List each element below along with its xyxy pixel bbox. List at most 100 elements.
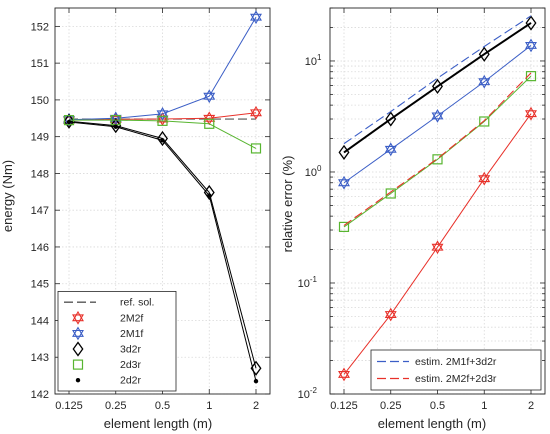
left-xtick-label: 0.25	[105, 400, 126, 412]
left-ytick-label: 152	[31, 21, 49, 33]
left-series-3-point-0	[63, 113, 75, 129]
left-legend-label-2: 2M1f	[120, 328, 143, 340]
left-legend-marker-2-down	[72, 329, 84, 341]
left-legend-marker-1-up	[72, 310, 84, 322]
right-series-1-point-3-up	[478, 74, 491, 86]
right-series-3-point-0	[338, 221, 350, 233]
right-series-0-point-1-down	[384, 311, 397, 322]
left-series-5-point-0	[66, 119, 72, 125]
left-legend-item-4: 2d3r	[72, 359, 142, 371]
left-series-3-point-1	[110, 118, 122, 134]
right-series-1-point-2-up	[431, 108, 444, 120]
right-legend-box	[370, 349, 542, 391]
right-xtick-label: 1	[481, 400, 487, 412]
right-xlabel: element length (m)	[378, 416, 486, 431]
right-legend: estim. 2M1f+3d2r estim. 2M2f+2d3r	[370, 349, 542, 391]
right-ytick-label: 101	[305, 53, 322, 68]
left-ylabel: energy (Nm)	[0, 160, 15, 232]
right-ytick-label: 10-1	[298, 275, 318, 290]
right-series-3-point-1	[385, 188, 396, 199]
left-legend-label-3: 3d2r	[120, 344, 142, 356]
right-legend-label-0: estim. 2M1f+3d2r	[415, 356, 497, 368]
left-series-4-point-4	[250, 143, 262, 154]
left-legend-marker-1	[72, 310, 84, 325]
left-legend-label-1: 2M2f	[120, 312, 143, 324]
right-series-0-point-2	[431, 240, 444, 255]
left-ytick-label: 148	[31, 168, 49, 180]
left-series-4-point-3	[204, 118, 215, 129]
left-legend-marker-2-up	[72, 326, 84, 337]
right-series-2-point-3	[478, 46, 490, 62]
right-axes-box	[329, 7, 546, 395]
left-legend-item-0: ref. sol.	[64, 297, 154, 309]
left-ytick-label: 151	[31, 58, 49, 70]
left-series-1-point-2-up	[156, 112, 169, 123]
left-legend-item-5: 2d2r	[75, 375, 142, 387]
left-series-line-4	[69, 119, 257, 149]
right-series-line-3	[343, 75, 532, 228]
right-series-0-point-3-up	[478, 171, 491, 183]
right-series-2-point-4	[525, 15, 537, 31]
left-series-4-point-0	[63, 115, 75, 126]
left-legend-item-1: 2M2f	[72, 310, 143, 325]
left-xtick-label: 0.5	[155, 400, 170, 412]
left-series-1-point-4	[250, 105, 262, 120]
left-legend-marker-4	[72, 359, 84, 370]
right-grid	[330, 7, 545, 395]
left-series-1-point-4-down	[250, 109, 262, 120]
left-series-3-point-3	[203, 184, 215, 201]
right-series-1-point-3-down	[478, 78, 491, 89]
right-series-0-point-4-up	[525, 106, 537, 118]
right-series-1-point-0-down	[338, 179, 350, 190]
left-series-1-point-4-up	[250, 105, 262, 117]
right-series-2-point-2	[432, 78, 443, 95]
right-series-0-point-2-up	[431, 240, 444, 251]
right-series-1-point-4-down	[525, 41, 537, 53]
left-series-5-point-2	[160, 138, 165, 143]
right-ylabel: relative error (%)	[280, 156, 295, 253]
left-legend: ref. sol. 2M2f 2M1f 3d2r 2d3r 2d2r	[57, 290, 177, 392]
left-series-5-point-4	[253, 378, 259, 384]
right-ytick-label: 10-2	[298, 386, 318, 401]
left-xtick-label: 1	[206, 400, 212, 412]
right-series-1-point-2-down	[431, 112, 444, 123]
right-series-3-point-4	[525, 71, 537, 82]
left-series-2-point-4-down	[250, 13, 262, 25]
left-series-5	[66, 119, 259, 384]
right-series-0	[338, 106, 537, 382]
right-series-0-point-0-up	[338, 367, 350, 378]
left-series-3-point-2	[157, 130, 168, 147]
right-series-1-point-4-up	[525, 38, 537, 49]
left-series-5-point-1	[113, 124, 118, 129]
right-series-0-point-0	[338, 367, 350, 382]
right-legend-label-1: estim. 2M2f+2d3r	[415, 373, 497, 385]
right-series-line-0	[343, 113, 532, 375]
left-ytick-label: 143	[31, 352, 49, 364]
left-ytick-label: 147	[31, 205, 49, 217]
left-series-2-point-1-up	[109, 111, 122, 122]
right-series-3-point-3	[479, 116, 490, 127]
right-series-1-point-1	[384, 142, 397, 157]
right-legend-item-0: estim. 2M1f+3d2r	[377, 356, 497, 368]
left-legend-marker-1-down	[72, 314, 84, 325]
left-series-4-point-2	[157, 115, 168, 126]
right-xtick-label: 0.5	[430, 400, 445, 412]
right-series-4	[343, 15, 532, 145]
left-xtick-label: 0.125	[55, 400, 83, 412]
right-series-0-point-4-down	[525, 110, 537, 121]
right-xtick-label: 2	[528, 400, 534, 412]
left-series-4	[63, 115, 262, 154]
right-xtick-label: 0.25	[380, 400, 401, 412]
left-xtick-label: 2	[253, 400, 259, 412]
right-series-line-5	[343, 72, 532, 226]
left-ytick-label: 150	[31, 95, 49, 107]
left-legend-label-0: ref. sol.	[120, 297, 154, 309]
right-series-1-point-2	[431, 108, 444, 123]
left-series-3-point-4	[250, 360, 262, 376]
right-series-0-point-2-down	[431, 243, 444, 255]
left-legend-item-2: 2M1f	[72, 326, 143, 341]
right-series-0-point-0-down	[338, 370, 350, 382]
right-series-0-point-4	[525, 106, 537, 121]
left-series-2-point-3-up	[203, 89, 216, 100]
